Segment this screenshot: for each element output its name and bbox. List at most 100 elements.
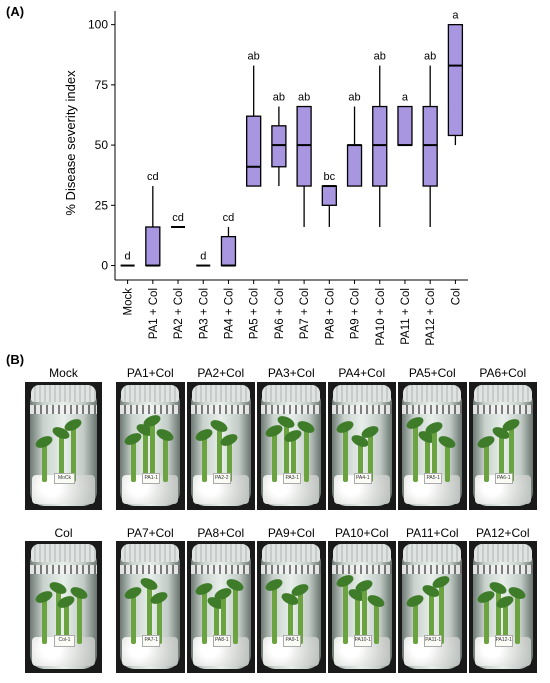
photo-pa7-col: PA7+Col PA7-1 — [116, 526, 185, 673]
photo-pa1-col: PA1+Col PA1-1 — [116, 366, 185, 510]
box-pa1-col: cd — [145, 171, 161, 267]
x-tick-label: PA2 + Col — [173, 288, 185, 339]
photo-pa2-col: PA2+Col PA2-2 — [186, 366, 255, 510]
y-tick-label: 50 — [95, 138, 109, 152]
photo-title: Mock — [49, 366, 78, 380]
chart-boxes: d cd cd d cd ab ab ab bc ab ab a ab a — [120, 10, 464, 267]
panel-a-label: (A) — [6, 4, 25, 19]
jar-photo: PA4-1 — [327, 382, 396, 510]
photo-title: PA8+Col — [197, 526, 245, 540]
x-tick-label: Col — [450, 288, 462, 305]
photo-pa9-col: PA9+Col PA9-1 — [257, 526, 326, 673]
jar-tag: PA12-1 — [494, 635, 513, 647]
x-tick-label: PA6 + Col — [274, 288, 286, 339]
box-pa10-col: ab — [372, 51, 388, 227]
significance-letter: bc — [324, 171, 336, 183]
x-tick-label: Mock — [123, 288, 135, 316]
jar-tag: PA4-1 — [353, 473, 372, 485]
box-iqr — [447, 23, 464, 137]
significance-letter: ab — [273, 92, 285, 104]
photo-title: PA7+Col — [126, 526, 174, 540]
photo-pa4-col: PA4+Col PA4-1 — [327, 366, 396, 510]
jar-photo: PA6-1 — [468, 382, 537, 510]
jar-photo: Col-1 — [25, 541, 102, 673]
significance-letter: ab — [248, 51, 260, 63]
y-tick-label: 0 — [101, 259, 108, 273]
photo-pa11-col: PA11+Col PA11-1 — [398, 526, 467, 673]
box-mock: d — [120, 251, 135, 267]
photo-title: PA1+Col — [126, 366, 174, 380]
photo-title: PA3+Col — [267, 366, 315, 380]
box-pa11-col: a — [397, 92, 413, 147]
box-iqr — [246, 115, 262, 187]
box-pa5-col: ab — [246, 51, 262, 187]
jar-tag: PA8-1 — [212, 635, 231, 647]
photo-title: PA5+Col — [408, 366, 456, 380]
jar-tag: PA10-1 — [353, 635, 372, 647]
jar-tag: PA7-1 — [142, 635, 161, 647]
photo-title: Col — [54, 526, 73, 540]
significance-letter: ab — [424, 51, 436, 63]
box-plot-chart: % Disease severity index 0 25 50 75 100 d cd c… — [63, 10, 468, 346]
box-pa4-col: cd — [220, 212, 237, 267]
significance-letter: d — [125, 251, 131, 263]
jar-photo: PA10-1 — [327, 541, 396, 673]
panel-b-label: (B) — [6, 352, 25, 367]
photo-col: Col Col-1 — [25, 526, 102, 673]
photo-pa5-col: PA5+Col PA5-1 — [398, 366, 467, 510]
photo-pa8-col: PA8+Col PA8-1 — [186, 526, 255, 673]
significance-letter: a — [402, 92, 409, 104]
significance-letter: ab — [374, 51, 386, 63]
box-iqr — [372, 105, 388, 187]
box-pa7-col: ab — [296, 92, 312, 227]
jar-photo: PA11-1 — [398, 541, 467, 673]
photo-pa10-col: PA10+Col PA10-1 — [327, 526, 396, 673]
x-tick-label: PA12 + Col — [425, 288, 437, 346]
significance-letter: cd — [223, 212, 235, 224]
box-pa12-col: ab — [422, 51, 438, 227]
photo-pa3-col: PA3+Col PA3-1 — [257, 366, 326, 510]
box-iqr — [321, 185, 337, 206]
jar-tag: PA1-1 — [142, 473, 161, 485]
photo-pa6-col: PA6+Col PA6-1 — [468, 366, 537, 510]
significance-letter: cd — [172, 212, 184, 224]
photo-title: PA10+Col — [335, 526, 389, 540]
photo-title: PA12+Col — [476, 526, 530, 540]
x-tick-label: PA9 + Col — [350, 288, 362, 339]
x-tick-label: PA4 + Col — [223, 288, 235, 339]
significance-letter: cd — [147, 171, 159, 183]
x-tick-label: PA11 + Col — [400, 288, 412, 345]
jar-photo: PA7-1 — [116, 541, 185, 673]
photo-pa12-col: PA12+Col PA12-1 — [468, 526, 537, 673]
jar-photo: PA12-1 — [468, 541, 537, 673]
box-pa6-col: ab — [271, 92, 287, 187]
jar-tag: Col-1 — [54, 635, 75, 647]
box-col: a — [447, 10, 464, 146]
jar-tag: PA11-1 — [424, 635, 443, 647]
y-tick-label: 75 — [95, 78, 109, 92]
jar-photo: PA3-1 — [257, 382, 326, 510]
box-iqr — [145, 226, 161, 267]
box-pa9-col: ab — [346, 92, 363, 187]
y-axis-label: % Disease severity index — [63, 70, 78, 216]
box-pa2-col: cd — [171, 212, 186, 228]
box-iqr — [397, 105, 413, 146]
jar-photo: PA8-1 — [186, 541, 255, 673]
significance-letter: d — [200, 251, 206, 263]
significance-letter: a — [452, 10, 459, 22]
box-iqr — [422, 105, 438, 187]
photo-title: PA6+Col — [479, 366, 527, 380]
box-iqr — [271, 125, 287, 168]
photo-title: PA9+Col — [267, 526, 315, 540]
photo-title: PA2+Col — [197, 366, 245, 380]
x-tick-label: PA1 + Col — [148, 288, 160, 339]
y-tick-label: 100 — [88, 18, 108, 32]
x-tick-label: PA8 + Col — [324, 288, 336, 339]
jar-tag: PA5-1 — [424, 473, 443, 485]
significance-letter: ab — [298, 92, 310, 104]
jar-photo: PA2-2 — [186, 382, 255, 510]
x-tick-label: PA3 + Col — [198, 288, 210, 339]
jar-tag: PA2-2 — [212, 473, 231, 485]
jar-photo: PA1-1 — [116, 382, 185, 510]
x-tick-labels: Mock PA1 + Col PA2 + Col PA3 + Col PA4 + Col… — [123, 280, 462, 346]
